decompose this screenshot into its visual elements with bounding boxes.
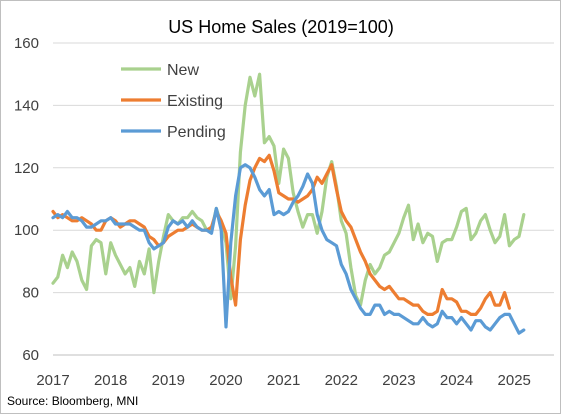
series-line-pending	[51, 163, 526, 335]
series-line-new	[51, 72, 526, 307]
grid-lines	[53, 42, 554, 294]
chart-title: US Home Sales (2019=100)	[168, 17, 394, 37]
x-tick-label: 2023	[382, 372, 415, 389]
series-lines	[51, 72, 526, 335]
x-tick-label: 2018	[94, 372, 127, 389]
x-tick-label: 2021	[267, 372, 300, 389]
y-tick-label: 160	[14, 35, 39, 52]
x-tick-label: 2019	[152, 372, 185, 389]
y-tick-labels: 60 80 100 120 140 160	[14, 35, 39, 364]
y-tick-label: 120	[14, 160, 39, 177]
legend-label-pending: Pending	[167, 124, 226, 141]
series-line-existing	[51, 153, 511, 316]
x-tick-label: 2022	[325, 372, 358, 389]
x-tick-label: 2024	[440, 372, 473, 389]
x-tick-labels: 2017 2018 2019 2020 2021 2022 2023 2024 2025	[36, 372, 531, 389]
x-tick-label: 2020	[209, 372, 242, 389]
x-tick-label: 2025	[498, 372, 531, 389]
x-tick-label: 2017	[36, 372, 69, 389]
legend-label-new: New	[167, 62, 199, 79]
y-tick-label: 80	[22, 285, 39, 302]
legend: New Existing Pending	[121, 62, 226, 141]
legend-label-existing: Existing	[167, 93, 223, 110]
y-tick-label: 100	[14, 222, 39, 239]
y-tick-label: 140	[14, 97, 39, 114]
source-note: Source: Bloomberg, MNI	[7, 394, 138, 408]
y-tick-label: 60	[22, 347, 39, 364]
